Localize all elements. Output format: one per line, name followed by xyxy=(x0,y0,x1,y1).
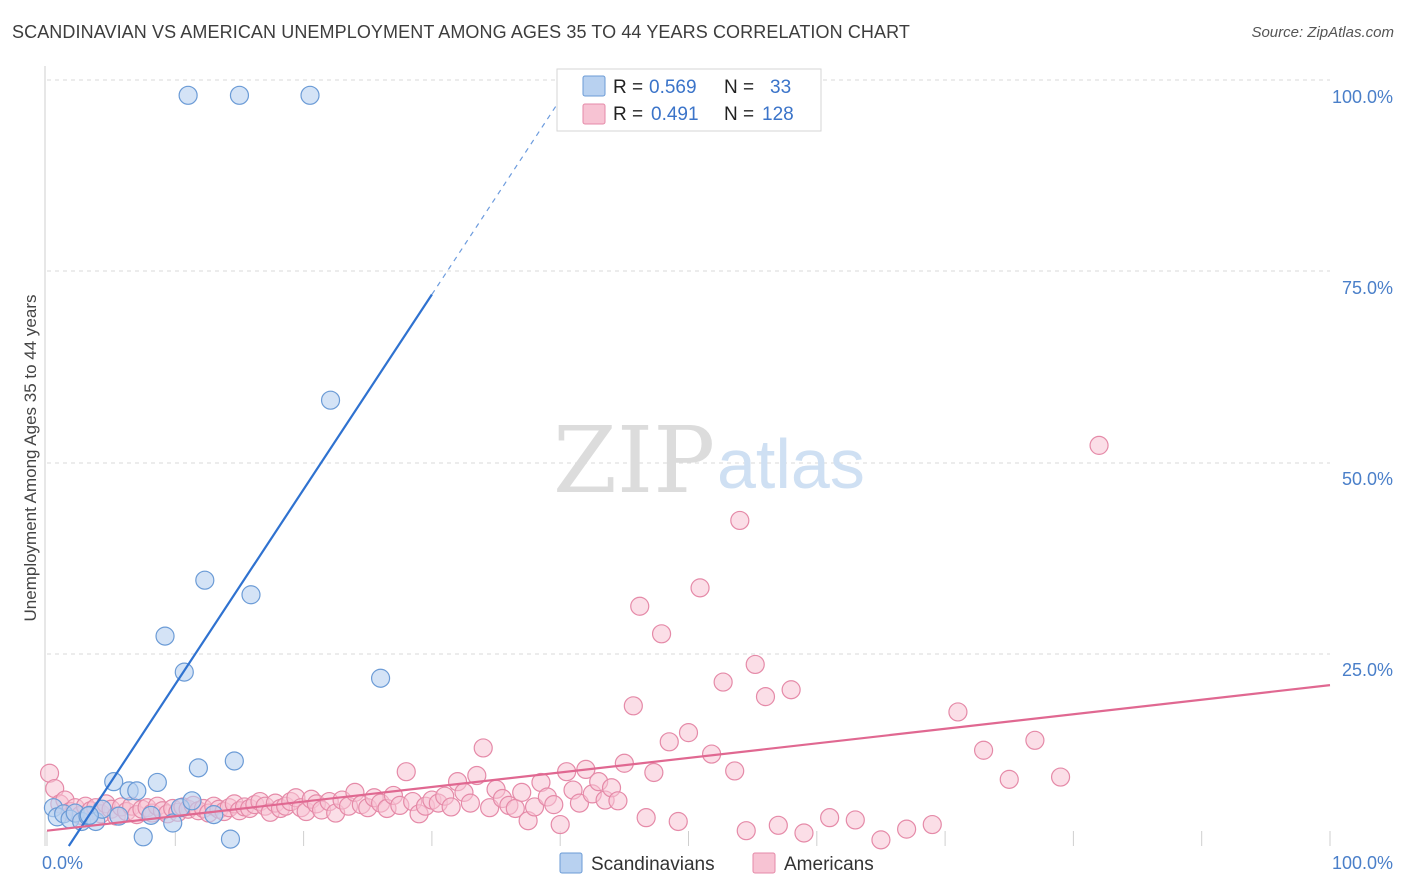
american-point xyxy=(897,819,917,839)
american-point xyxy=(745,654,765,675)
scandinavian-point xyxy=(241,585,261,605)
y-tick-label: 75.0% xyxy=(1342,278,1393,298)
watermark: ZIP atlas xyxy=(553,407,865,514)
x-tick-label-max: 100.0% xyxy=(1332,853,1393,873)
scandinavian-point xyxy=(109,806,129,826)
american-point xyxy=(948,702,968,722)
watermark-atlas: atlas xyxy=(717,425,865,503)
american-point xyxy=(1089,435,1109,455)
legend-r-label-1: R = xyxy=(613,77,643,98)
legend-r-value-1: 0.569 xyxy=(649,77,697,98)
american-point xyxy=(690,578,710,598)
american-point xyxy=(614,753,634,773)
american-point xyxy=(871,830,891,850)
scandinavian-point xyxy=(133,827,153,847)
legend-n-label-1: N = xyxy=(724,77,754,98)
legend-swatch-scandinavians xyxy=(582,75,606,97)
scandinavian-point xyxy=(195,570,215,590)
trend-scandinavians-extension xyxy=(431,99,561,295)
y-tick-label: 100.0% xyxy=(1332,87,1393,107)
american-point xyxy=(768,815,788,835)
american-point xyxy=(608,791,628,811)
y-axis-ticks: 25.0% 50.0% 75.0% 100.0% xyxy=(1332,87,1393,680)
american-point xyxy=(820,808,840,828)
american-point xyxy=(1050,767,1071,787)
trend-scandinavians xyxy=(67,293,433,847)
scandinavian-point xyxy=(188,758,208,778)
legend-n-value-1: 33 xyxy=(770,77,791,98)
american-point xyxy=(678,723,699,743)
legend-n-label-2: N = xyxy=(724,104,754,125)
american-point xyxy=(736,821,756,841)
bottom-legend-swatch-americans xyxy=(752,852,776,874)
american-point xyxy=(544,795,564,815)
source-label: Source: ZipAtlas.com xyxy=(1251,24,1394,41)
series-legend: Scandinavians Americans xyxy=(559,852,874,875)
american-point xyxy=(755,687,776,707)
american-point xyxy=(651,624,672,644)
american-point xyxy=(524,797,545,817)
legend-r-label-2: R = xyxy=(613,104,643,125)
american-point xyxy=(713,672,733,692)
scandinavian-point xyxy=(147,772,167,793)
scandinavian-point xyxy=(320,390,341,410)
scandinavian-point xyxy=(300,85,320,105)
scandinavian-point xyxy=(182,791,202,811)
american-point xyxy=(973,740,994,760)
scandinavian-point xyxy=(127,781,147,801)
x-axis-ticks: 0.0% 100.0% xyxy=(42,853,1393,873)
american-point xyxy=(794,823,814,843)
watermark-zip: ZIP xyxy=(553,407,715,514)
series-scandinavians xyxy=(43,85,391,849)
american-point xyxy=(623,696,643,716)
american-point xyxy=(467,765,487,786)
american-point xyxy=(512,782,532,802)
american-point xyxy=(636,808,656,828)
y-axis-label: Unemployment Among Ages 35 to 44 years xyxy=(21,295,40,622)
legend-swatch-americans xyxy=(582,103,606,125)
american-point xyxy=(659,732,679,752)
y-tick-label: 25.0% xyxy=(1342,660,1393,680)
american-point xyxy=(730,510,750,531)
scandinavian-point xyxy=(155,626,175,646)
scandinavian-point xyxy=(229,85,250,105)
chart-title: SCANDINAVIAN VS AMERICAN UNEMPLOYMENT AM… xyxy=(12,22,910,42)
bottom-legend-americans: Americans xyxy=(784,854,874,875)
scandinavian-point xyxy=(224,751,244,771)
scandinavian-point xyxy=(220,829,241,849)
bottom-legend-scandinavians: Scandinavians xyxy=(591,854,715,875)
american-point xyxy=(473,738,493,758)
scandinavian-point xyxy=(163,813,183,833)
trend-lines xyxy=(46,99,1331,847)
american-point xyxy=(460,793,480,813)
bottom-legend-swatch-scandinavians xyxy=(559,852,583,874)
legend-n-value-2: 128 xyxy=(762,104,794,125)
american-point xyxy=(781,680,801,700)
scandinavian-point xyxy=(178,85,198,105)
american-point xyxy=(845,810,865,830)
american-point xyxy=(668,811,688,832)
american-point xyxy=(441,797,461,817)
trend-americans xyxy=(46,684,1331,832)
scandinavian-point xyxy=(370,668,391,688)
american-point xyxy=(999,769,1019,789)
scandinavian-point xyxy=(141,805,161,825)
american-point xyxy=(922,814,942,835)
stats-legend: R = 0.569 N = 33 R = 0.491 N = 128 xyxy=(556,68,822,132)
american-point xyxy=(550,814,570,835)
american-point xyxy=(725,761,745,781)
american-point xyxy=(396,762,416,782)
scandinavian-point xyxy=(204,804,224,825)
x-tick-label-min: 0.0% xyxy=(42,853,83,873)
y-tick-label: 50.0% xyxy=(1342,469,1393,489)
legend-r-value-2: 0.491 xyxy=(651,104,699,125)
american-point xyxy=(1025,730,1045,750)
american-point xyxy=(644,762,664,783)
american-point xyxy=(630,596,650,616)
